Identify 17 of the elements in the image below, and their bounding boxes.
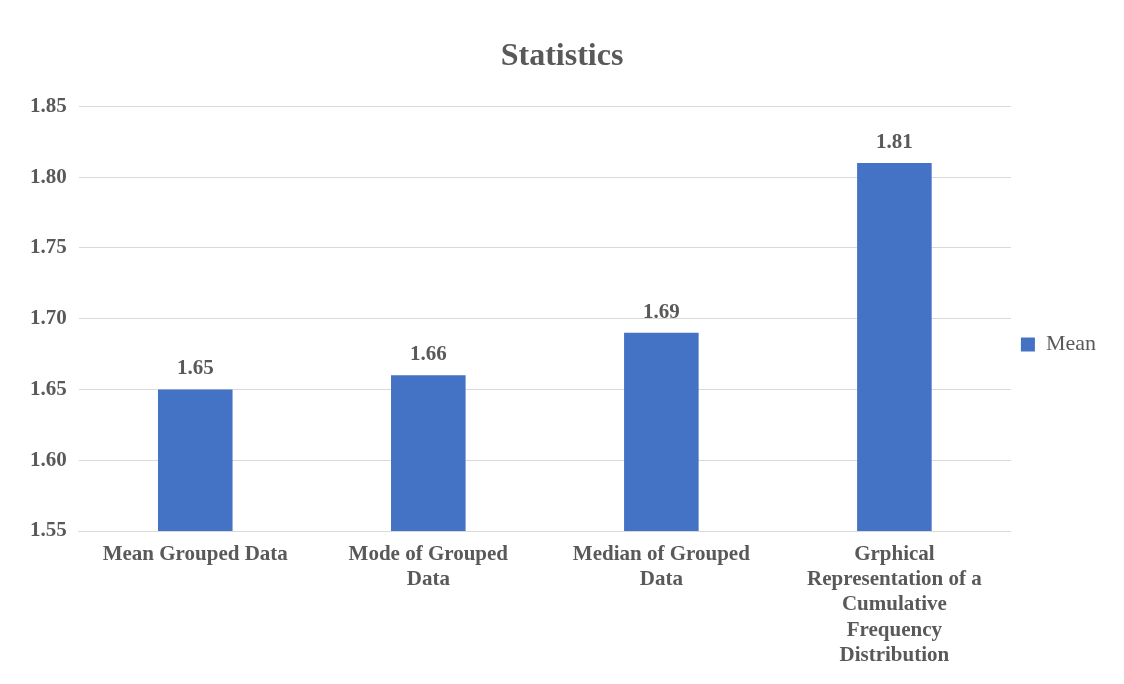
legend-label: Mean [1045, 330, 1096, 356]
y-tick-label: 1.75 [30, 234, 67, 259]
data-label: 1.66 [409, 341, 447, 366]
data-label: 1.69 [642, 298, 680, 323]
data-label: 1.81 [876, 128, 913, 153]
y-tick-label: 1.85 [30, 92, 67, 117]
x-tick-label: Mean Grouped Data [102, 541, 289, 566]
y-tick-label: 1.55 [30, 517, 67, 542]
y-tick-label: 1.60 [30, 446, 67, 471]
x-tick-label: Median of Grouped Data [572, 541, 751, 591]
chart-title: Statistics [500, 36, 624, 73]
x-tick-label: Mode of Grouped Data [348, 541, 509, 591]
y-tick-label: 1.80 [30, 163, 67, 188]
y-tick-label: 1.65 [30, 375, 67, 400]
x-tick-label: Grphical Representation of a Cumulative Frequency Distribution [807, 541, 983, 666]
y-tick-label: 1.70 [30, 305, 67, 330]
data-label: 1.65 [176, 355, 214, 380]
